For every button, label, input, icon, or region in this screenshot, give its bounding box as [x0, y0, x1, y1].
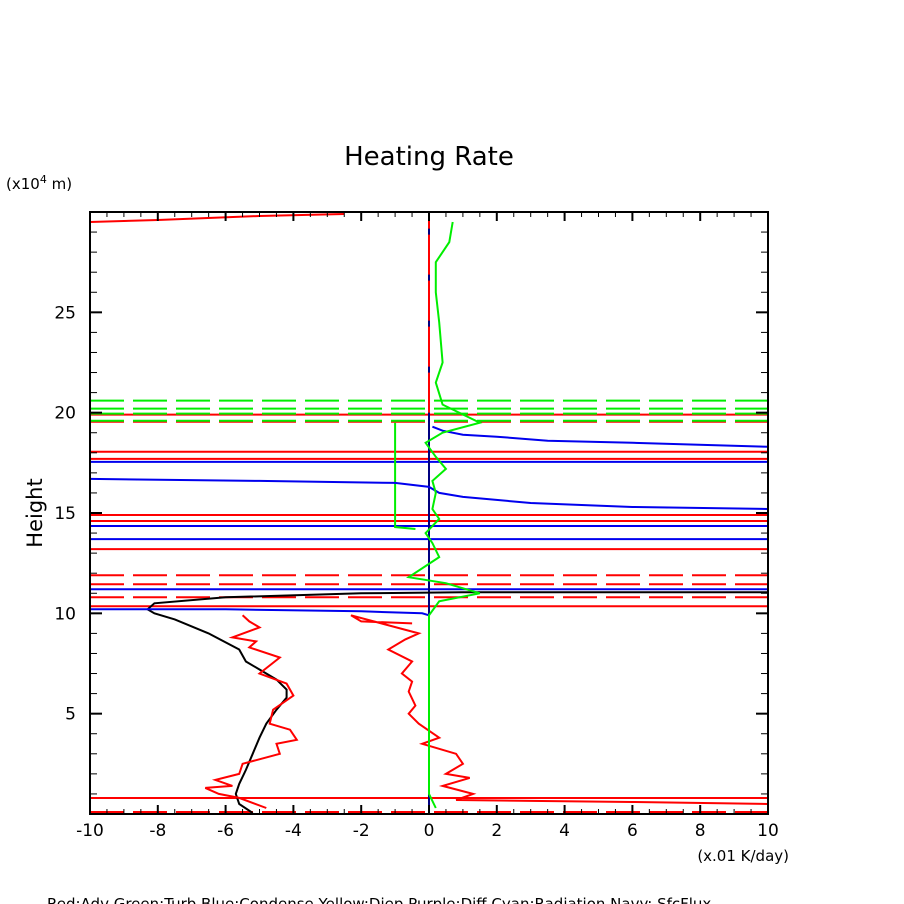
- y-units-prefix: (x10: [6, 175, 40, 193]
- x-tick-label: -4: [285, 821, 302, 841]
- y-tick-label: 25: [54, 303, 76, 323]
- y-tick-label: 15: [54, 504, 76, 524]
- series-line-3: [432, 425, 768, 448]
- x-tick-label: 0: [424, 821, 435, 841]
- x-tick-label: 2: [491, 821, 502, 841]
- x-axis-label: (x.01 K/day): [697, 847, 789, 865]
- series-line-2: [350, 614, 768, 805]
- x-tick-label: -10: [76, 821, 104, 841]
- series-line-5: [90, 608, 430, 617]
- x-tick-label: -8: [149, 821, 166, 841]
- x-tick-label: 8: [695, 821, 706, 841]
- series-line-4: [90, 477, 768, 510]
- data-marks: [90, 213, 768, 814]
- turb-vertical-segment: [394, 422, 416, 531]
- chart-title: Heating Rate: [344, 142, 514, 172]
- x-tick-label: 10: [757, 821, 779, 841]
- series-line-7: [90, 213, 345, 223]
- series-line-6: [406, 221, 483, 809]
- legend-caption: Red:Adv Green:Turb Blue:Condense Yellow:…: [47, 895, 711, 904]
- y-tick-label: 10: [54, 604, 76, 624]
- x-tick-label: 4: [559, 821, 570, 841]
- y-tick-label: 5: [65, 705, 76, 725]
- y-units-exponent: 4: [40, 173, 47, 186]
- y-units-suffix: m): [47, 175, 72, 193]
- series-line-1: [204, 614, 299, 809]
- series-line-0: [145, 591, 768, 814]
- x-tick-label: -2: [353, 821, 370, 841]
- y-axis-label: Height: [23, 478, 47, 547]
- x-tick-label: 6: [627, 821, 638, 841]
- x-tick-label: -6: [217, 821, 234, 841]
- axes: -10 -8 -6 -4 -2 0 2 4 6 8 10 5 10 15 20 25: [54, 211, 779, 841]
- y-tick-label: 20: [54, 404, 76, 424]
- y-units-label: (x104 m): [6, 173, 72, 193]
